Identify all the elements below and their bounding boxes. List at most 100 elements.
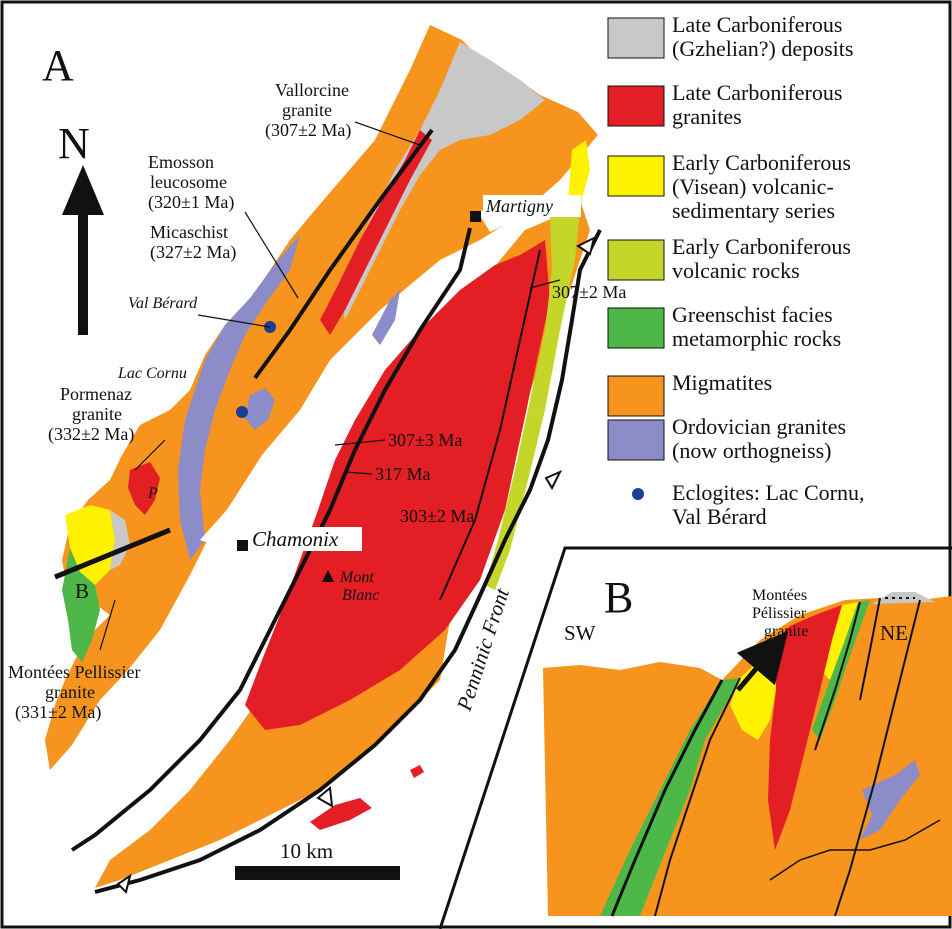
section-deposits-cap	[872, 592, 935, 604]
section-label-2: Pélissier	[752, 605, 807, 622]
legend-text-2-1: (Visean) volcanic-	[672, 174, 834, 199]
mont-blanc-granite	[245, 240, 550, 730]
section-visean-right	[822, 602, 858, 680]
legend-swatch-0	[607, 17, 665, 59]
mont-blanc-label-1: Mont	[339, 569, 374, 586]
micaschist-name: Micaschist	[150, 222, 228, 242]
legend-text-0-0: Late Carboniferous	[672, 12, 842, 37]
montees-age: (331±2 Ma)	[15, 702, 101, 723]
fault-mont-blanc-west	[70, 227, 472, 852]
vallorcine-type: granite	[282, 100, 332, 120]
legend-text-1-1: granites	[672, 104, 742, 129]
thrust-arrow	[736, 630, 789, 692]
vallorcine-name: Vallorcine	[275, 80, 349, 100]
orthogneiss-belt	[178, 235, 300, 560]
visean-series-west	[65, 505, 115, 585]
pormenaz-type: granite	[72, 404, 122, 424]
legend-swatch-6	[607, 419, 665, 461]
section-ne-label: NE	[880, 621, 908, 645]
emosson-type: leucosome	[150, 172, 227, 192]
orthogneiss-patch	[245, 388, 275, 430]
volcanic-rocks-strip	[485, 200, 580, 590]
micaschist-age: (327±2 Ma)	[150, 242, 236, 263]
vallorcine-granite	[320, 130, 432, 335]
late-carboniferous-deposits	[340, 42, 545, 320]
legend-swatch-2	[607, 155, 665, 197]
penninic-front-line	[94, 229, 602, 894]
leader-lines	[99, 121, 561, 651]
emosson-age: (320±1 Ma)	[148, 192, 234, 213]
cross-section-panel-b: B SW NE Montées Pélissier granite	[543, 573, 952, 917]
orthogneiss-east	[372, 290, 400, 345]
chamonix-valley	[200, 150, 600, 545]
panel-b-letter: B	[604, 573, 633, 622]
legend-swatch-3	[607, 239, 665, 281]
legend-text-1-0: Late Carboniferous	[672, 80, 842, 105]
granite-lens-small	[410, 765, 424, 778]
section-letter: B	[75, 579, 89, 603]
legend-text-6-1: (now orthogneiss)	[672, 438, 831, 463]
visean-strip-east	[568, 140, 590, 205]
legend-swatch-5	[607, 375, 665, 417]
legend-text-6-0: Ordovician granites	[672, 414, 846, 439]
peak-marker-mont-blanc	[322, 570, 334, 582]
town-marker-martigny	[470, 211, 481, 222]
fault-vallorcine	[253, 128, 434, 380]
map-legend: Late Carboniferous(Gzhelian?) depositsLa…	[607, 12, 864, 529]
legend-text-7-0: Eclogites: Lac Cornu,	[672, 480, 864, 505]
martigny-label: Martigny	[485, 196, 553, 216]
map-panel-a: A N B Vallorcine granite (307±2 Ma) Emos…	[8, 25, 626, 894]
panel-a-letter: A	[42, 41, 74, 90]
mont-blanc-label-2: Blanc	[342, 587, 379, 604]
legend-swatch-7	[632, 488, 644, 500]
section-label-3: granite	[764, 623, 808, 640]
section-orthogneiss-lens	[860, 760, 920, 840]
north-label: N	[58, 119, 90, 168]
montees-name: Montées Pellissier	[8, 662, 141, 682]
legend-text-2-0: Early Carboniferous	[672, 150, 851, 175]
montees-type: granite	[45, 682, 95, 702]
granite-lens-south	[310, 798, 372, 830]
section-sw-label: SW	[564, 621, 596, 645]
martigny-label-bg	[483, 195, 581, 217]
val-berard-label: Val Bérard	[128, 295, 198, 312]
emosson-name: Emosson	[148, 152, 214, 172]
legend-text-0-1: (Gzhelian?) deposits	[672, 36, 853, 61]
greenschist-west	[62, 548, 100, 662]
vallorcine-age: (307±2 Ma)	[265, 120, 351, 141]
section-lines	[610, 597, 941, 917]
legend-text-3-0: Early Carboniferous	[672, 234, 851, 259]
age-303-label: 303±2 Ma	[400, 506, 474, 526]
eclogite-site-lac-cornu	[236, 406, 248, 418]
legend-swatch-1	[607, 85, 665, 127]
pormenaz-p-label: P	[147, 485, 158, 502]
legend-text-7-1: Val Bérard	[672, 504, 767, 529]
pormenaz-granite	[128, 462, 160, 515]
fault-mont-blanc-east	[439, 249, 541, 601]
town-marker-chamonix	[237, 540, 248, 551]
lac-cornu-label: Lac Cornu	[117, 365, 187, 382]
age-307-3-label: 307±3 Ma	[388, 430, 462, 450]
section-label-1: Montées	[752, 587, 807, 604]
age-307-2-label: 307±2 Ma	[552, 282, 626, 302]
scale-label: 10 km	[280, 839, 333, 863]
legend-text-4-0: Greenschist facies	[672, 302, 833, 327]
north-arrow-head	[62, 165, 104, 215]
legend-text-5-0: Migmatites	[672, 370, 772, 395]
age-317-label: 317 Ma	[375, 464, 431, 484]
legend-text-4-1: metamorphic rocks	[672, 326, 841, 351]
chamonix-label-bg	[250, 527, 362, 551]
pormenaz-age: (332±2 Ma)	[48, 424, 134, 445]
migmatite-west-unit	[45, 25, 598, 770]
scale-bar	[235, 866, 400, 880]
cross-section-line	[54, 527, 171, 580]
pormenaz-name: Pormenaz	[60, 384, 132, 404]
penninic-front-teeth	[116, 236, 596, 894]
legend-text-2-2: sedimentary series	[672, 198, 835, 223]
legend-swatch-4	[607, 307, 665, 349]
legend-text-3-1: volcanic rocks	[672, 258, 800, 283]
chamonix-label: Chamonix	[252, 527, 339, 551]
